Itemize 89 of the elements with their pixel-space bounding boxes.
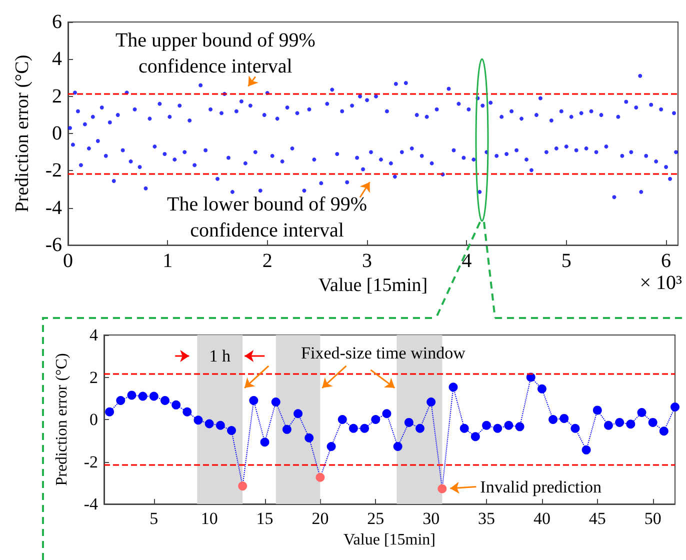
x-tick-label: 2	[262, 250, 272, 272]
point	[548, 415, 558, 424]
point	[592, 406, 602, 415]
point	[460, 424, 469, 433]
point	[105, 407, 114, 416]
point	[304, 433, 314, 442]
y-tick-label: -4	[45, 196, 62, 219]
point	[116, 396, 126, 405]
y-tick-label: -2	[45, 160, 62, 182]
x-tick-label: 35	[478, 509, 496, 528]
point	[316, 472, 325, 482]
y-tick-label: -4	[84, 494, 98, 514]
point	[615, 418, 624, 427]
x-axis-title: Value [15min]	[344, 531, 436, 548]
x-tick-label: 5	[150, 509, 158, 528]
annotation: The upper bound of 99% confidence interval	[115, 30, 316, 78]
y-tick-label: 0	[52, 122, 62, 145]
y-tick-label: -6	[45, 234, 62, 256]
point	[216, 420, 225, 430]
point	[560, 414, 569, 423]
point	[382, 409, 392, 418]
point	[537, 384, 546, 394]
point	[648, 418, 658, 427]
point	[338, 415, 347, 424]
point	[127, 390, 136, 400]
point	[404, 418, 414, 427]
point	[637, 408, 646, 418]
point	[227, 426, 236, 435]
point	[172, 400, 181, 410]
point	[504, 420, 514, 430]
x-tick-label: 25	[367, 509, 384, 528]
point	[604, 420, 613, 430]
point	[194, 416, 203, 425]
point	[348, 424, 358, 433]
point	[260, 438, 270, 447]
text: × 10³	[640, 272, 682, 294]
point	[294, 409, 303, 418]
y-tick-label: 4	[52, 48, 62, 70]
x-tick-label: 15	[256, 509, 274, 528]
x-tick-label: 3	[362, 250, 372, 272]
annotation: The lower bound of 99% confidence interval	[167, 193, 367, 242]
x-tick-label: 20	[312, 509, 329, 528]
point	[360, 424, 370, 433]
y-axis-title: Prediction error (°C)	[54, 353, 70, 486]
x-tick-label: 10	[200, 509, 218, 528]
point	[570, 424, 580, 433]
y-tick-label: 0	[90, 410, 98, 429]
point	[326, 442, 336, 452]
point	[160, 396, 170, 405]
point	[448, 382, 458, 392]
point	[482, 420, 492, 430]
x-tick-label: 40	[533, 509, 550, 528]
x-tick-label: 1	[162, 250, 173, 272]
annotation: 1 h	[209, 346, 231, 366]
y-tick-label: 2	[52, 85, 62, 108]
point	[249, 396, 258, 405]
point	[271, 397, 280, 406]
point	[204, 419, 214, 428]
point	[149, 392, 158, 401]
y-tick-label: -2	[84, 452, 98, 472]
x-tick-label: 4	[462, 250, 472, 272]
point	[416, 424, 424, 433]
x-tick-label: 5	[561, 250, 572, 272]
point	[582, 445, 591, 454]
x-tick-label: 30	[422, 509, 440, 528]
annotation: Invalid prediction	[480, 477, 602, 496]
point	[426, 397, 436, 406]
annotation: Fixed-size time window	[301, 343, 466, 362]
point	[515, 422, 524, 432]
y-tick-label: 4	[90, 326, 98, 344]
point	[238, 482, 248, 491]
point	[659, 426, 668, 436]
point	[493, 424, 502, 433]
y-axis-title: Prediction error (°C)	[12, 54, 33, 212]
x-tick-label: 50	[644, 509, 662, 528]
x-axis-title: Value [15min]	[318, 275, 428, 296]
point	[182, 407, 192, 416]
point	[371, 415, 380, 424]
point	[438, 484, 447, 494]
point	[470, 432, 480, 442]
point	[626, 420, 636, 429]
point	[282, 424, 292, 434]
y-tick-label: 2	[90, 368, 98, 387]
y-tick-label: 6	[52, 11, 62, 33]
point	[138, 392, 148, 401]
x-tick-label: 45	[588, 509, 606, 528]
x-tick-label: 6	[661, 250, 672, 272]
point	[670, 402, 680, 412]
point	[393, 442, 402, 452]
